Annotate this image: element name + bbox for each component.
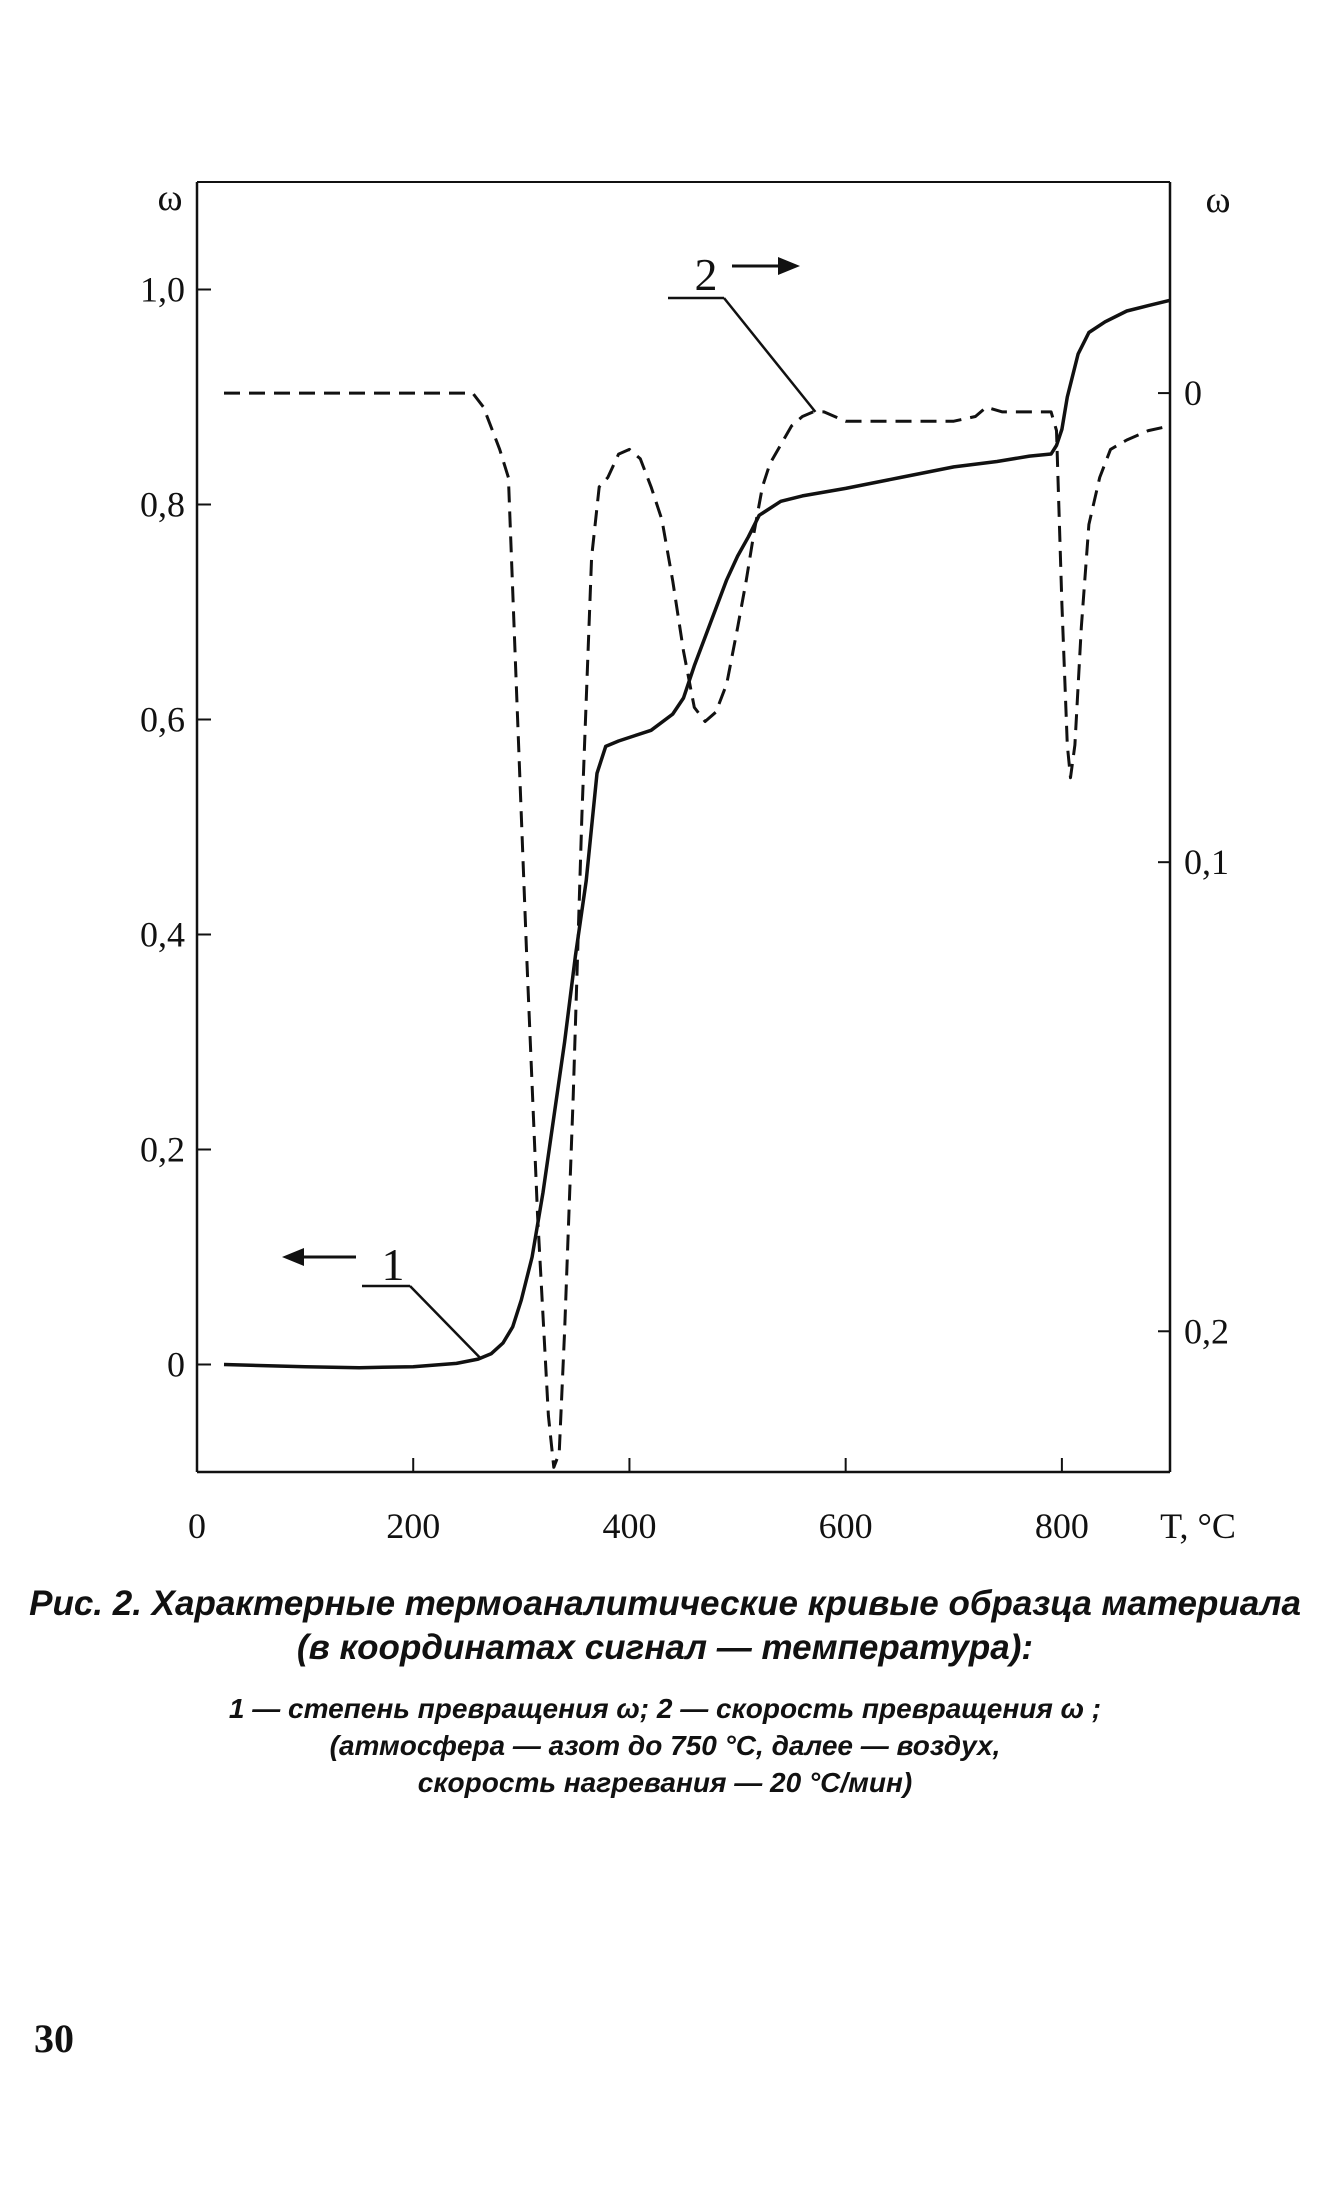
- x-tick-label: 600: [819, 1506, 873, 1546]
- series-1-label: 1: [382, 1239, 405, 1290]
- y-right-tick-label: 0: [1184, 373, 1202, 413]
- y-right-tick-label: 0,2: [1184, 1311, 1229, 1351]
- x-tick-label: 800: [1035, 1506, 1089, 1546]
- caption-note-line-1: 1 — степень превращения ω; 2 — скорость …: [228, 1693, 1102, 1724]
- series-layer: [223, 298, 1171, 1469]
- figure-caption-title: Рис. 2. Характерные термоаналитические к…: [0, 1582, 1330, 1670]
- callout-1-leader: [409, 1285, 482, 1359]
- y-left-tick-label: 0: [167, 1345, 185, 1385]
- series-1-line: [223, 298, 1171, 1370]
- caption-note-line-3: скорость нагревания — 20 °C/мин): [417, 1767, 913, 1798]
- figure-caption-notes: 1 — степень превращения ω; 2 — скорость …: [0, 1690, 1330, 1801]
- y-left-tick-label: 0,8: [140, 485, 185, 525]
- chart: 12 0 200 400 600 80000,20,40,60,81,000,10,2ω…: [140, 177, 1236, 1546]
- y-right-axis-title: ω: [1205, 179, 1230, 221]
- caption-title-line-1: Рис. 2. Характерные термоаналитические к…: [29, 1584, 1301, 1623]
- x-axis-title: T, °C: [1160, 1506, 1236, 1546]
- series-1-arrow-head: [282, 1248, 304, 1266]
- y-left-tick-label: 0,2: [140, 1130, 185, 1170]
- series-2-line: [224, 391, 1171, 1469]
- y-left-axis-title: ω: [157, 177, 182, 219]
- caption-note-line-2: (атмосфера — азот до 750 °C, далее — воз…: [329, 1730, 1001, 1761]
- caption-title-line-2: (в координатах сигнал — температура):: [296, 1628, 1034, 1667]
- page-number: 30: [34, 2016, 74, 2061]
- x-tick-label: 400: [602, 1506, 656, 1546]
- y-left-tick-label: 0,6: [140, 700, 185, 740]
- y-left-tick-label: 0,4: [140, 915, 185, 955]
- x-tick-label: 200: [386, 1506, 440, 1546]
- plot-frame: [195, 181, 1172, 1474]
- y-right-tick-label: 0,1: [1184, 842, 1229, 882]
- axis-ticks: [196, 288, 1170, 1472]
- series-2-arrow-head: [778, 257, 800, 275]
- series-callouts: 12: [282, 249, 817, 1359]
- x-tick-label: 0: [188, 1506, 206, 1546]
- axis-labels: 0 200 400 600 800 0 0,2 0,4 0,6 0,8 1,0 0 0,1 0,2 ω ω T,…: [140, 177, 1236, 1546]
- y-left-tick-label: 1,0: [140, 270, 185, 310]
- callout-2-leader: [723, 297, 817, 413]
- series-2-label: 2: [695, 249, 718, 300]
